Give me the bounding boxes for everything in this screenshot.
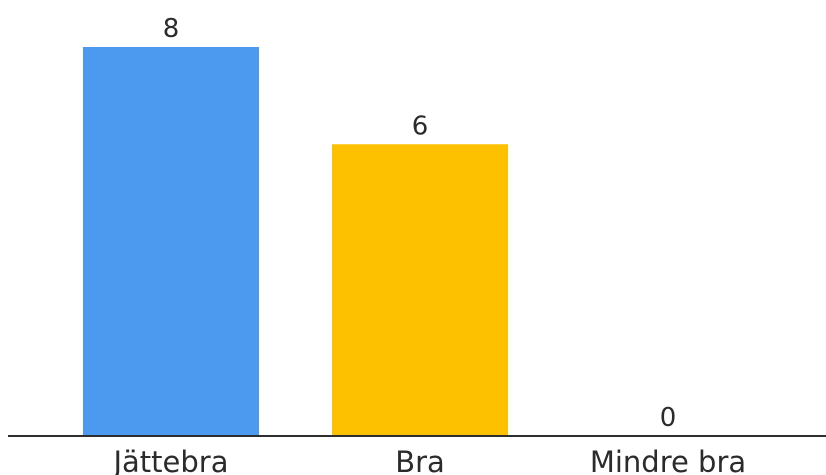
category-label-2: Mindre bra xyxy=(590,445,746,475)
category-labels-group: Jättebra Bra Mindre bra xyxy=(111,445,746,475)
data-label-0: 8 xyxy=(163,14,180,44)
bars-group xyxy=(83,47,508,436)
category-label-0: Jättebra xyxy=(111,445,228,475)
bar-0 xyxy=(83,47,259,436)
category-label-1: Bra xyxy=(395,445,445,475)
data-label-1: 6 xyxy=(412,111,429,141)
data-label-2: 0 xyxy=(660,403,677,433)
bar-1 xyxy=(332,144,508,436)
